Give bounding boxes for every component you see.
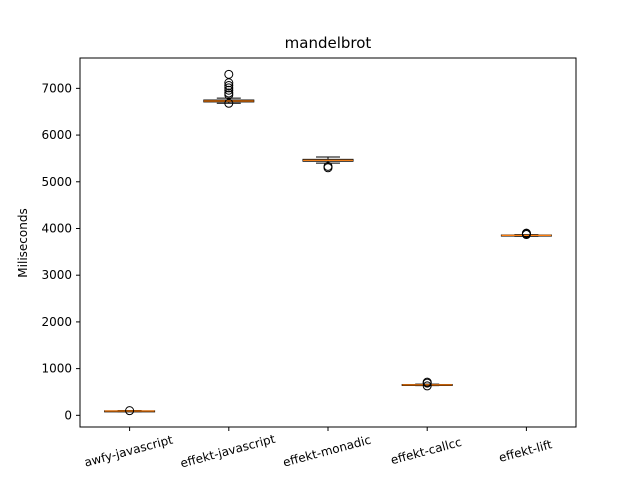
chart-title: mandelbrot (285, 34, 372, 52)
y-tick-label: 6000 (41, 128, 72, 142)
box-group (302, 156, 354, 173)
y-tick-label: 0 (64, 408, 72, 422)
flier-point (224, 88, 234, 98)
box-group (401, 377, 453, 391)
y-axis-label: Miliseconds (16, 208, 30, 277)
flier-point (224, 81, 234, 91)
plot-area (104, 69, 552, 416)
flier-point (521, 228, 531, 238)
box-group (203, 69, 255, 108)
y-tick-label: 3000 (41, 268, 72, 282)
box-group (104, 406, 156, 416)
flier-point (224, 69, 234, 79)
flier-point (125, 406, 135, 416)
flier-point (422, 381, 432, 391)
y-tick-label: 7000 (41, 81, 72, 95)
flier-point (422, 377, 432, 387)
plot-frame (79, 57, 577, 428)
flier-point (224, 83, 234, 93)
y-tick-label: 4000 (41, 221, 72, 235)
y-tick-label: 1000 (41, 362, 72, 376)
flier-point (323, 161, 333, 171)
box-group (500, 228, 552, 240)
y-axis: 0 1000 2000 3000 4000 5000 6000 7000 (41, 81, 80, 422)
y-tick-label: 5000 (41, 175, 72, 189)
y-tick-label: 2000 (41, 315, 72, 329)
flier-point (224, 85, 234, 95)
